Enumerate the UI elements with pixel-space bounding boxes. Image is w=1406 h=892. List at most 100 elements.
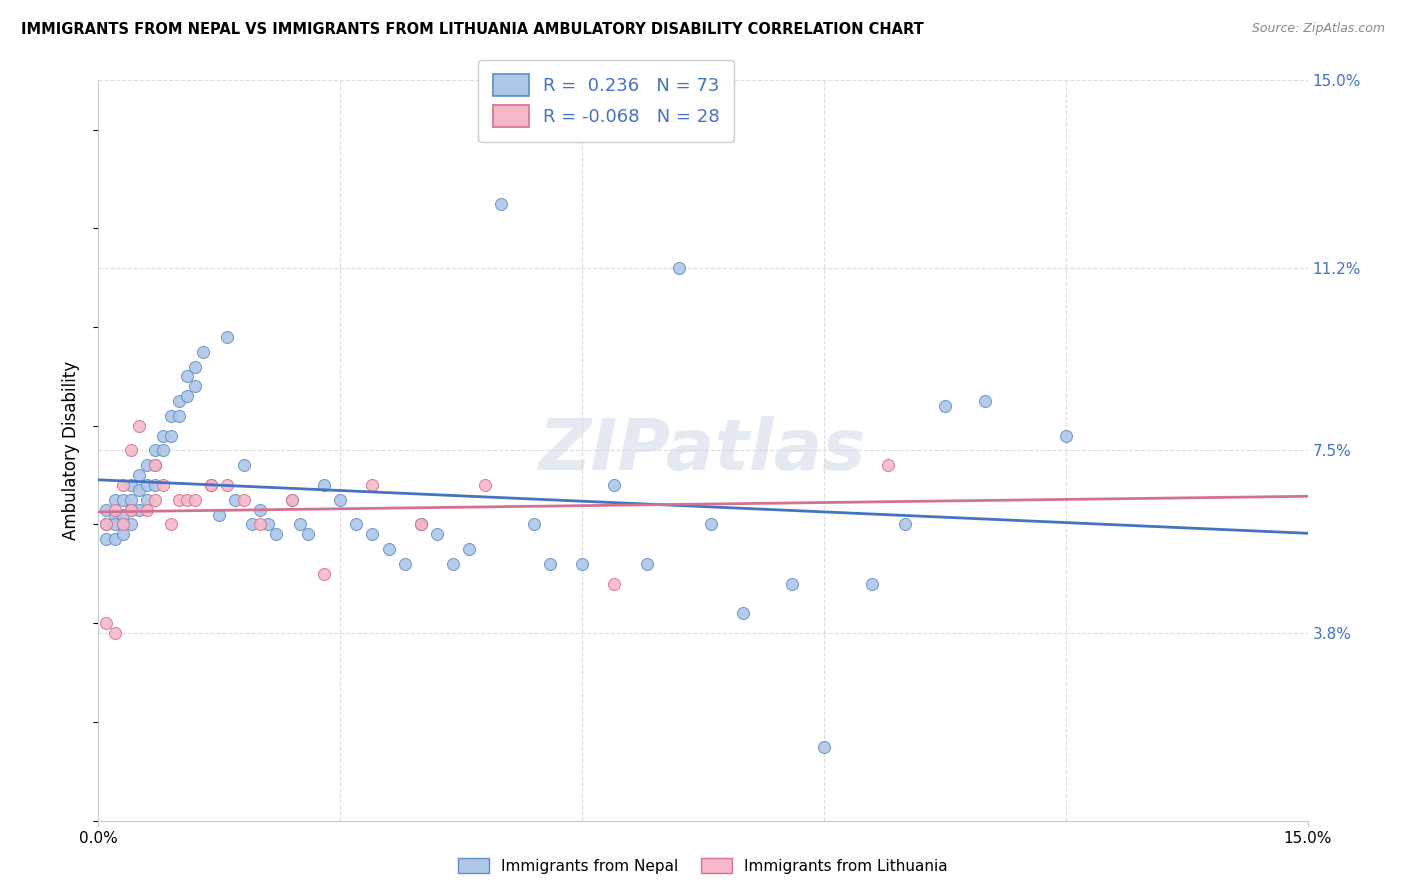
Point (96, 616, 118, 631)
Point (934, 399, 956, 413)
Point (860, 576, 883, 591)
Point (111, 508, 134, 522)
Point (103, 626, 125, 640)
Point (256, 517, 278, 532)
Point (232, 492, 254, 507)
Point (877, 458, 900, 473)
Point (111, 492, 134, 507)
Point (523, 517, 546, 532)
Point (167, 409, 190, 423)
Point (135, 492, 157, 507)
Point (143, 443, 166, 458)
Point (200, 478, 222, 492)
Point (217, 330, 239, 344)
Point (361, 478, 384, 492)
Point (426, 527, 449, 541)
Point (152, 428, 174, 442)
Point (143, 492, 166, 507)
Point (167, 394, 190, 409)
Point (96, 502, 118, 516)
Point (208, 508, 231, 522)
Point (128, 502, 150, 516)
Point (394, 557, 416, 571)
Point (249, 517, 271, 532)
Point (1054, 428, 1077, 442)
Point (668, 260, 690, 275)
Point (184, 492, 207, 507)
Y-axis label: Ambulatory Disability: Ambulatory Disability (62, 361, 80, 540)
Point (128, 483, 150, 497)
Point (111, 517, 134, 532)
Point (152, 478, 174, 492)
Point (377, 542, 399, 557)
Text: Source: ZipAtlas.com: Source: ZipAtlas.com (1251, 22, 1385, 36)
Point (264, 527, 287, 541)
Point (111, 478, 134, 492)
Point (96, 517, 118, 532)
Point (974, 394, 997, 409)
Text: IMMIGRANTS FROM NEPAL VS IMMIGRANTS FROM LITHUANIA AMBULATORY DISABILITY CORRELA: IMMIGRANTS FROM NEPAL VS IMMIGRANTS FROM… (21, 22, 924, 37)
Point (603, 478, 626, 492)
Point (135, 458, 157, 473)
Point (733, 607, 755, 621)
Point (281, 492, 304, 507)
Point (120, 502, 142, 516)
Point (167, 492, 190, 507)
Point (224, 492, 246, 507)
Point (813, 739, 835, 754)
Point (603, 576, 626, 591)
Point (297, 527, 319, 541)
Point (636, 557, 658, 571)
Point (103, 533, 125, 547)
Point (120, 443, 142, 458)
Point (193, 344, 215, 359)
Point (120, 517, 142, 532)
Point (474, 478, 496, 492)
Point (491, 196, 513, 211)
Point (176, 492, 198, 507)
Point (96, 517, 118, 532)
Point (96, 533, 118, 547)
Point (538, 557, 561, 571)
Point (128, 468, 150, 483)
Point (143, 458, 166, 473)
Point (780, 576, 803, 591)
Point (135, 478, 157, 492)
Point (200, 478, 222, 492)
Point (441, 557, 464, 571)
Legend: R =  0.236   N = 73, R = -0.068   N = 28: R = 0.236 N = 73, R = -0.068 N = 28 (478, 60, 734, 142)
Point (184, 379, 207, 393)
Point (571, 557, 593, 571)
Point (143, 458, 166, 473)
Point (120, 478, 142, 492)
Point (128, 418, 150, 433)
Point (281, 492, 304, 507)
Point (152, 443, 174, 458)
Point (176, 369, 198, 384)
Point (409, 517, 432, 532)
Point (103, 492, 125, 507)
Point (111, 517, 134, 532)
Point (893, 517, 915, 532)
Point (314, 566, 336, 581)
Point (160, 409, 183, 423)
Point (361, 527, 384, 541)
Point (120, 502, 142, 516)
Point (184, 359, 207, 374)
Point (458, 542, 481, 557)
Point (240, 517, 263, 532)
Point (409, 517, 432, 532)
Point (135, 502, 157, 516)
Point (103, 502, 125, 516)
Legend: Immigrants from Nepal, Immigrants from Lithuania: Immigrants from Nepal, Immigrants from L… (453, 852, 953, 880)
Point (700, 517, 723, 532)
Point (329, 492, 352, 507)
Point (160, 428, 183, 442)
Point (288, 517, 311, 532)
Point (103, 508, 125, 522)
Point (176, 389, 198, 403)
Point (314, 478, 336, 492)
Point (103, 517, 125, 532)
Point (249, 502, 271, 516)
Point (344, 517, 367, 532)
